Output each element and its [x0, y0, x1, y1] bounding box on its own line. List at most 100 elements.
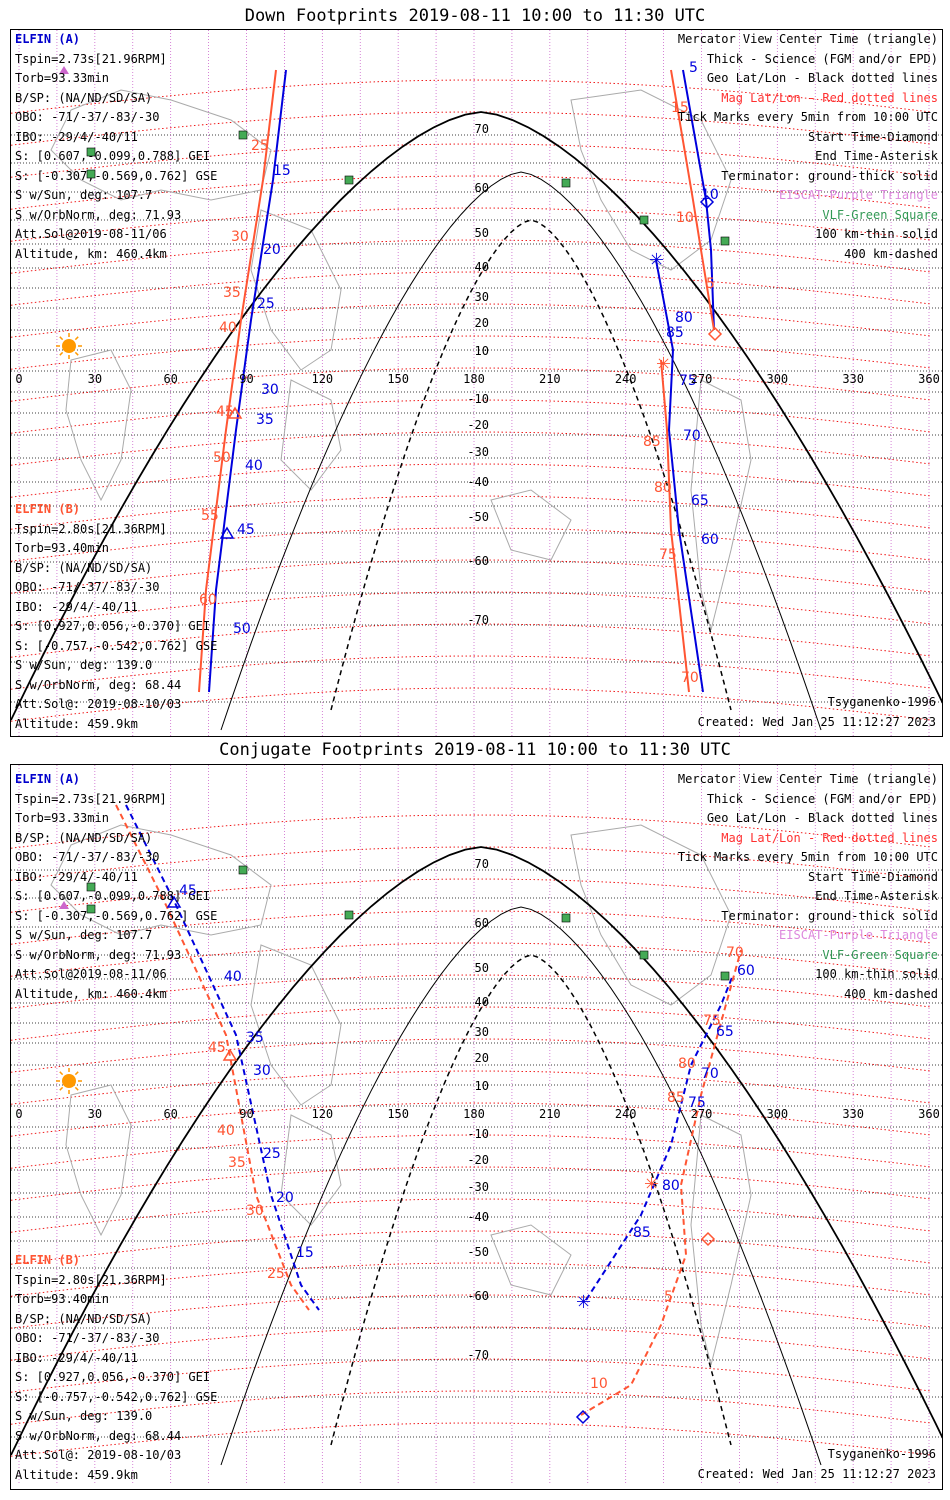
mag-lat-line [11, 271, 932, 306]
coastlines [50, 824, 752, 1366]
elfin-b-track-east-north [670, 69, 715, 331]
mag-lat-line [11, 814, 932, 849]
mag-lat-line [11, 1102, 932, 1137]
info-line: S: [0.607,-0.099,0.788] GEI [15, 889, 211, 903]
vlf-station-icon [86, 882, 96, 892]
elfin-a-tick-label: 30 [261, 382, 279, 398]
info-line: Tspin=2.73s[21.96RPM] [15, 51, 167, 66]
geo-grid [11, 765, 942, 1485]
legend-item: Mercator View Center Time (triangle) [677, 772, 938, 786]
elfin-a-tick-label: 20 [263, 242, 281, 258]
legend-item: Start Time-Diamond [807, 869, 938, 884]
mag-lat-line [11, 495, 932, 530]
coastline [490, 489, 572, 561]
elfin-b-tick-label: 75 [659, 547, 677, 563]
info-line: Tspin=2.80s[21.36RPM] [15, 1272, 167, 1287]
info-line: S w/OrbNorm, deg: 71.93 [15, 947, 182, 962]
elfin-b-tick-label: 40 [217, 1123, 235, 1139]
coastline [490, 1224, 572, 1296]
end-asterisk-icon: ✳ [576, 1292, 591, 1313]
info-line: S: [-0.757,-0.542,0.762] GSE [15, 1389, 218, 1404]
elfin-a-tick-label: 65 [691, 493, 709, 509]
info-line: IBO: -29/4/-40/11 [15, 869, 138, 884]
down-footprints-map: 5 10 15 20 25 30 35 40 45 50 60 65 70 75 80 85 5 10 15 25 30… [10, 29, 943, 737]
mag-lat-line [11, 878, 932, 913]
mag-lat-line [11, 687, 932, 722]
sun-ray [74, 351, 79, 356]
legend-item: Terminator: ground-thick solid [721, 908, 938, 923]
lon-tick-label: 270 [691, 1107, 713, 1121]
legend: Mercator View Center Time (triangle) Thi… [678, 770, 938, 1004]
elfin-a-header: ELFIN (A) [15, 32, 81, 46]
info-line: OBO: -71/-37/-83/-30 [15, 110, 160, 124]
lat-tick-label: 40 [475, 995, 489, 1009]
coastline [250, 944, 342, 1106]
elfin-a-tick-label: 35 [256, 412, 274, 428]
coastline [690, 1114, 752, 1366]
elfin-b-tick-label: 35 [223, 285, 241, 301]
vlf-station-icon [238, 130, 248, 140]
elfin-a-tick-label: 50 [233, 621, 251, 637]
elfin-a-tick-label: 35 [246, 1030, 264, 1046]
info-line: Tspin=2.73s[21.96RPM] [15, 791, 167, 806]
vlf-station-icon [344, 175, 354, 185]
info-line: Att.Sol@2019-08-11/06 [15, 967, 167, 981]
lat-tick-label: -20 [467, 418, 489, 432]
info-line: Altitude: 459.9km [15, 716, 138, 731]
vlf-station-icon [720, 236, 730, 246]
eiscat-triangle-icon [59, 66, 69, 74]
terminator-ground [11, 846, 942, 1456]
elfin-a-info: ELFIN (A) Tspin=2.73s[21.96RPM] Torb=93.… [15, 30, 217, 264]
vlf-station-icon [639, 215, 649, 225]
legend-item: Thick - Science (FGM and/or EPD) [706, 791, 938, 806]
lat-tick-label: -50 [467, 510, 489, 524]
info-line: Altitude: 459.9km [15, 1467, 138, 1482]
info-line: Torb=93.40min [15, 1292, 109, 1306]
elfin-a-tick-label: 5 [689, 60, 698, 76]
lon-tick-label: 210 [539, 372, 561, 386]
lon-tick-label: 60 [163, 1107, 177, 1121]
sun-ray [59, 336, 64, 341]
tracks: 5101520253035404550606570758085510152530… [56, 60, 730, 693]
center-triangle-icon [227, 406, 243, 419]
coastlines [50, 89, 752, 631]
elfin-b-header: ELFIN (B) [15, 1253, 81, 1267]
elfin-b-info: ELFIN (B) Tspin=2.80s[21.36RPM] Torb=93.… [15, 1251, 217, 1485]
legend-item: 400 km-dashed [844, 246, 938, 261]
created-label: Created: Wed Jan 25 11:12:27 2023 [697, 715, 936, 729]
coastline [280, 379, 342, 491]
mag-lat-line [11, 175, 932, 210]
info-line: OBO: -71/-37/-83/-30 [15, 850, 160, 864]
start-diamond-icon [699, 194, 715, 210]
elfin-a-tick-label: 60 [737, 963, 755, 979]
mag-lat-line [11, 655, 932, 690]
end-asterisk-icon: ✳ [656, 354, 671, 375]
legend-item: Mercator View Center Time (triangle) [677, 32, 938, 46]
mag-lat-line [11, 1070, 932, 1105]
sun-ray [74, 336, 79, 341]
elfin-a-tick-label: 25 [257, 296, 275, 312]
info-line: OBO: -71/-37/-83/-30 [15, 580, 160, 594]
mag-grid [11, 814, 932, 1457]
mag-lat-line [11, 303, 932, 338]
elfin-b-conj-track-east [580, 949, 742, 1416]
lat-tick-label: -40 [467, 475, 489, 489]
legend-item: VLF-Green Square [822, 947, 938, 962]
terminator-100km [220, 171, 822, 731]
info-line: Att.Sol@: 2019-08-10/03 [15, 697, 182, 711]
info-line: Att.Sol@2019-08-11/06 [15, 227, 167, 241]
coastline [250, 209, 342, 371]
lat-tick-label: -30 [467, 445, 489, 459]
coastline [570, 89, 732, 271]
sun-icon [62, 1074, 76, 1088]
elfin-b-tick-label: 25 [251, 138, 269, 154]
info-line: Att.Sol@: 2019-08-10/03 [15, 1448, 182, 1462]
info-line: Tspin=2.80s[21.36RPM] [15, 521, 167, 536]
info-line: IBO: -29/4/-40/11 [15, 599, 138, 614]
lon-tick-label: 120 [311, 372, 333, 386]
legend-item: 100 km-thin solid [815, 967, 938, 981]
elfin-a-conj-track-east [585, 974, 734, 1301]
terminator [11, 846, 942, 1466]
elfin-a-conj-track-west [125, 804, 320, 1311]
legend-item: End Time-Asterisk [815, 889, 938, 903]
